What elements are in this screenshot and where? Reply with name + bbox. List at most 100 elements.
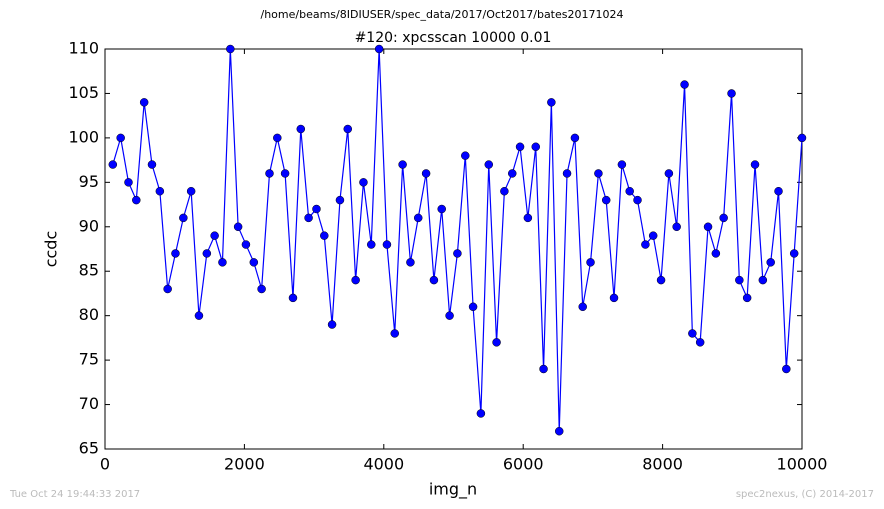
data-point bbox=[312, 204, 321, 214]
data-point bbox=[124, 178, 133, 187]
data-point bbox=[774, 186, 783, 196]
data-point bbox=[735, 275, 744, 285]
data-point bbox=[241, 240, 251, 249]
data-point bbox=[359, 178, 368, 187]
data-point bbox=[461, 151, 470, 160]
data-point bbox=[139, 98, 149, 107]
data-point bbox=[508, 169, 517, 178]
y-tick-label: 80 bbox=[79, 305, 99, 324]
data-point bbox=[797, 133, 807, 143]
data-point bbox=[374, 44, 384, 54]
y-tick-label: 110 bbox=[68, 39, 99, 58]
plot-frame bbox=[104, 48, 803, 450]
data-point bbox=[625, 186, 634, 196]
data-point bbox=[296, 124, 306, 134]
data-point bbox=[413, 213, 423, 223]
data-point bbox=[766, 258, 775, 267]
data-point bbox=[782, 364, 791, 374]
data-point bbox=[586, 258, 595, 267]
data-point bbox=[601, 195, 611, 205]
data-point bbox=[570, 133, 580, 143]
data-point bbox=[680, 80, 689, 89]
data-point bbox=[711, 249, 721, 258]
data-line bbox=[112, 48, 803, 432]
data-point bbox=[672, 222, 681, 232]
data-point bbox=[265, 169, 274, 178]
data-point bbox=[578, 302, 587, 312]
y-tick-label: 85 bbox=[79, 261, 99, 280]
data-point bbox=[273, 133, 282, 143]
data-point bbox=[758, 275, 768, 285]
x-tick-label: 0 bbox=[100, 455, 110, 474]
data-point bbox=[594, 169, 603, 178]
data-point bbox=[218, 258, 227, 267]
x-tick-label: 4000 bbox=[363, 455, 404, 474]
y-tick-label: 90 bbox=[79, 216, 99, 235]
x-tick-label: 10000 bbox=[777, 455, 828, 474]
data-point bbox=[554, 426, 564, 436]
data-point bbox=[453, 249, 462, 258]
x-tick-label: 8000 bbox=[642, 455, 683, 474]
y-tick-label: 105 bbox=[68, 83, 99, 102]
data-point bbox=[367, 240, 376, 249]
data-point bbox=[437, 204, 446, 214]
data-point bbox=[288, 293, 298, 303]
data-point bbox=[641, 240, 650, 249]
data-point bbox=[226, 44, 235, 54]
data-point bbox=[421, 169, 431, 178]
data-point bbox=[648, 231, 658, 240]
data-point bbox=[155, 186, 165, 196]
data-point bbox=[171, 249, 180, 258]
data-point bbox=[476, 409, 486, 418]
data-point bbox=[750, 160, 760, 169]
data-point bbox=[523, 213, 533, 223]
data-point bbox=[202, 249, 212, 258]
data-point bbox=[132, 195, 141, 205]
data-point bbox=[789, 249, 799, 258]
data-point bbox=[617, 160, 627, 169]
data-point bbox=[194, 311, 204, 320]
chart-title: #120: xpcsscan 10000 0.01 bbox=[355, 30, 552, 46]
data-point bbox=[382, 240, 392, 249]
x-tick-label: 6000 bbox=[503, 455, 544, 474]
data-point bbox=[688, 329, 697, 338]
data-point bbox=[468, 302, 478, 312]
y-axis-label: ccdc bbox=[42, 231, 61, 268]
x-tick-label: 2000 bbox=[224, 455, 265, 474]
data-point bbox=[320, 231, 329, 240]
data-point bbox=[280, 169, 290, 178]
data-point bbox=[664, 169, 674, 178]
y-tick-label: 75 bbox=[79, 350, 99, 369]
data-point bbox=[147, 160, 157, 169]
data-point bbox=[210, 231, 219, 240]
data-point bbox=[703, 222, 713, 232]
data-point bbox=[492, 338, 501, 347]
data-point bbox=[547, 98, 556, 107]
suptitle: /home/beams/8IDIUSER/spec_data/2017/Oct2… bbox=[261, 8, 624, 21]
y-tick-label: 65 bbox=[79, 439, 99, 458]
data-point bbox=[633, 195, 642, 205]
data-point bbox=[719, 213, 728, 223]
data-point bbox=[163, 284, 172, 294]
footer-left: Tue Oct 24 19:44:33 2017 bbox=[9, 489, 140, 500]
data-point bbox=[515, 142, 525, 152]
data-point bbox=[531, 142, 540, 152]
data-point bbox=[390, 329, 399, 338]
data-point bbox=[398, 160, 407, 169]
data-point bbox=[327, 320, 337, 329]
data-point bbox=[406, 258, 415, 267]
data-point bbox=[695, 338, 705, 347]
data-point bbox=[500, 186, 509, 196]
data-point bbox=[108, 160, 118, 169]
data-point bbox=[351, 275, 360, 285]
data-point bbox=[116, 133, 125, 143]
data-point bbox=[233, 222, 243, 232]
data-point bbox=[335, 195, 345, 205]
data-point bbox=[304, 213, 313, 223]
data-point bbox=[484, 160, 494, 169]
y-tick-label: 70 bbox=[79, 394, 99, 413]
data-point bbox=[343, 124, 353, 134]
data-point bbox=[742, 293, 752, 303]
data-point bbox=[249, 258, 259, 267]
x-axis-label: img_n bbox=[429, 480, 477, 500]
